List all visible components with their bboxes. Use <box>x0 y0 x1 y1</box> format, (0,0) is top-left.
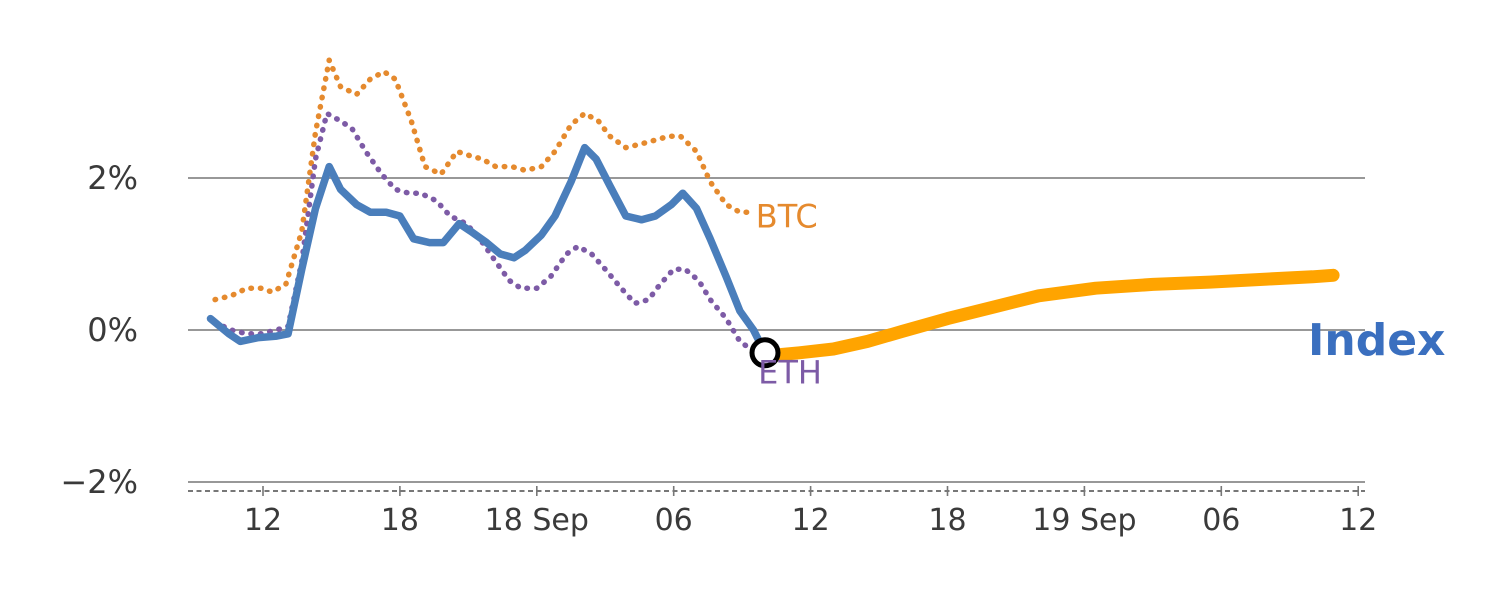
series-btc-line <box>212 57 755 303</box>
index-label: Index <box>1308 315 1445 366</box>
x-tick-label: 18 Sep <box>485 503 589 538</box>
x-tick-label: 12 <box>1339 503 1377 538</box>
current-point-marker <box>749 337 781 369</box>
x-tick-label: 06 <box>655 503 693 538</box>
eth-label: ETH <box>758 353 822 391</box>
x-tick-label: 19 Sep <box>1032 503 1136 538</box>
y-tick-label: −2% <box>60 463 138 501</box>
x-tick-label: 18 <box>381 503 419 538</box>
x-tick-label: 12 <box>792 503 830 538</box>
btc-label: BTC <box>756 198 818 236</box>
x-tick-label: 12 <box>244 503 282 538</box>
y-tick-label: 2% <box>87 159 138 197</box>
y-tick-label: 0% <box>87 311 138 349</box>
series-index-forward-line <box>751 268 1340 364</box>
x-tick-label: 06 <box>1202 503 1240 538</box>
series-eth-line <box>212 110 768 360</box>
x-tick-label: 18 <box>928 503 966 538</box>
series-index-line <box>206 143 769 357</box>
